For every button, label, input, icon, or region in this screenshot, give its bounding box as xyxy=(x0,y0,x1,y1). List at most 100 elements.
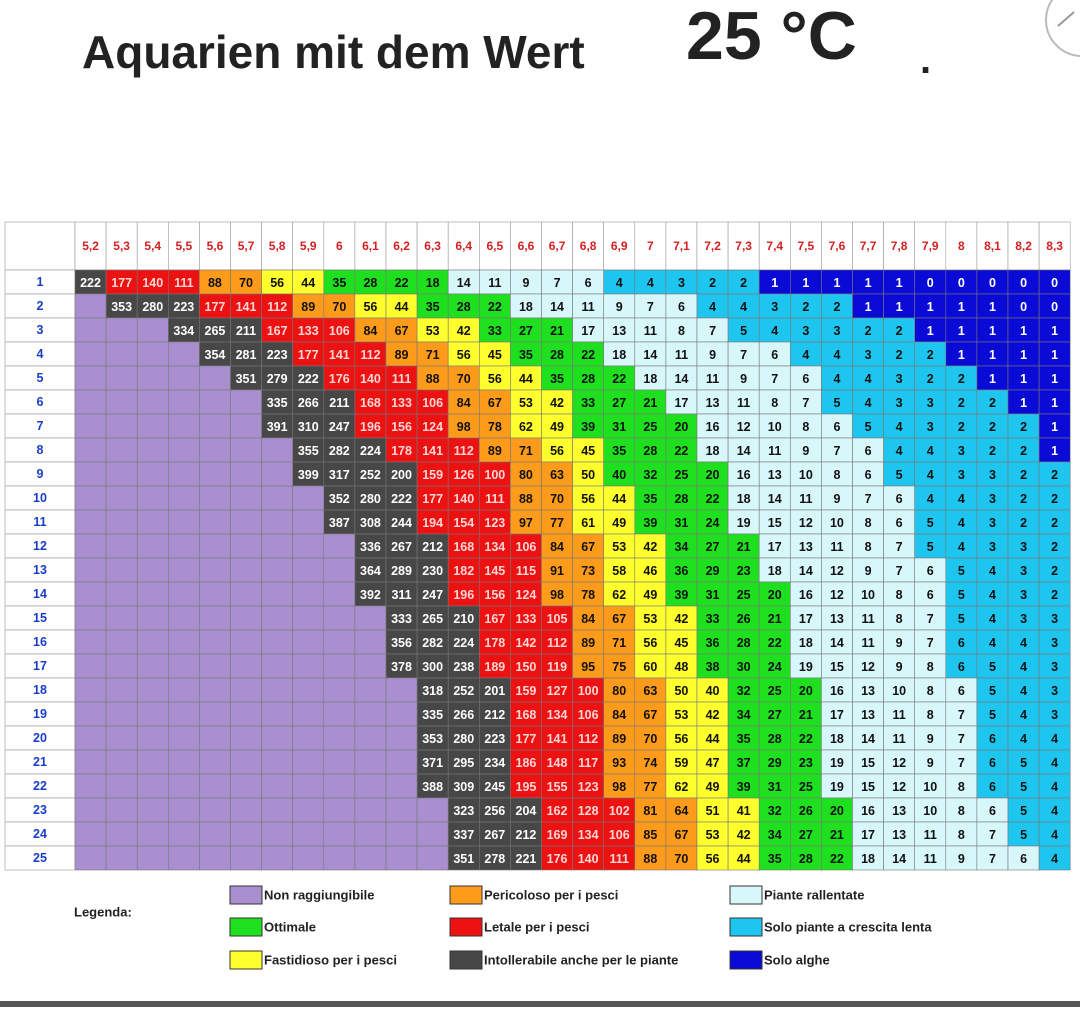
cell-value: 70 xyxy=(239,276,253,290)
cell xyxy=(976,317,1009,343)
kh-cell xyxy=(4,341,76,367)
cell-value: 9 xyxy=(896,660,903,674)
cell-value: 23 xyxy=(737,564,751,578)
cell xyxy=(634,341,667,367)
cell xyxy=(789,509,822,535)
cell-value: 7 xyxy=(865,492,872,506)
cell-value: 93 xyxy=(612,756,626,770)
cell-value: 105 xyxy=(547,612,568,626)
cell-value: 4 xyxy=(802,348,809,362)
cell xyxy=(199,725,231,751)
cell xyxy=(945,701,978,727)
cell xyxy=(852,341,884,367)
column-header-cell xyxy=(541,221,573,271)
cell xyxy=(292,509,325,535)
cell xyxy=(696,293,729,319)
cell xyxy=(323,485,356,511)
cell xyxy=(1007,629,1040,655)
cell-value: 7 xyxy=(958,756,965,770)
cell-value: 10 xyxy=(768,420,782,434)
cell-value: 141 xyxy=(547,732,568,746)
column-header-cell xyxy=(572,221,604,271)
cell-value: 25 xyxy=(643,420,657,434)
cell-value: 84 xyxy=(363,324,377,338)
cell-value: 18 xyxy=(426,276,440,290)
cell xyxy=(292,797,325,823)
cell-value: 5 xyxy=(1020,780,1027,794)
cell xyxy=(447,677,480,703)
cell xyxy=(416,581,449,607)
cell xyxy=(572,437,604,463)
cell-value: 71 xyxy=(612,636,626,650)
cell-value: 56 xyxy=(550,444,564,458)
cell-value: 106 xyxy=(516,540,537,554)
cell xyxy=(665,269,698,295)
cell-value: 222 xyxy=(298,372,319,386)
kh-value: 10 xyxy=(33,491,47,505)
legend-swatch xyxy=(729,950,763,970)
cell-value: 278 xyxy=(484,852,505,866)
cell-value: 9 xyxy=(740,372,747,386)
cell xyxy=(510,629,542,655)
cell xyxy=(323,581,356,607)
legend-title: Legenda: xyxy=(74,905,132,920)
cell-value: 22 xyxy=(799,732,813,746)
legend-label: Letale per i pesci xyxy=(484,920,590,935)
cell-value: 27 xyxy=(519,324,533,338)
cell-value: 323 xyxy=(453,804,474,818)
cell-value: 39 xyxy=(643,516,657,530)
cell xyxy=(354,557,387,583)
cell xyxy=(727,605,760,631)
cell xyxy=(541,797,573,823)
cell xyxy=(821,317,853,343)
column-header: 5,8 xyxy=(269,239,286,253)
cell-value: 49 xyxy=(550,420,564,434)
cell-value: 53 xyxy=(643,612,657,626)
cell xyxy=(1038,485,1071,511)
cell xyxy=(758,509,791,535)
cell xyxy=(945,437,978,463)
cell-value: 12 xyxy=(892,756,906,770)
cell xyxy=(883,845,915,871)
cell xyxy=(572,677,604,703)
cell xyxy=(230,557,262,583)
cell xyxy=(696,605,729,631)
cell xyxy=(105,461,138,487)
cell-value: 27 xyxy=(799,828,813,842)
cell xyxy=(665,797,698,823)
cell-value: 353 xyxy=(422,732,443,746)
cell xyxy=(1007,461,1040,487)
cell xyxy=(1038,317,1071,343)
cell-value: 6 xyxy=(958,684,965,698)
cell xyxy=(354,653,387,679)
cell-value: 126 xyxy=(453,468,474,482)
cell-value: 41 xyxy=(737,804,751,818)
cell-value: 13 xyxy=(892,804,906,818)
cell xyxy=(665,485,698,511)
cell-value: 44 xyxy=(301,276,315,290)
cell-value: 44 xyxy=(706,732,720,746)
cell-value: 6 xyxy=(802,372,809,386)
cell xyxy=(696,845,729,871)
cell xyxy=(74,653,107,679)
cell xyxy=(510,437,542,463)
cell-value: 3 xyxy=(1020,564,1027,578)
cell-value: 9 xyxy=(896,636,903,650)
cell xyxy=(168,509,200,535)
cell xyxy=(199,389,231,415)
cell xyxy=(74,485,107,511)
cell-value: 212 xyxy=(484,708,505,722)
cell xyxy=(1038,341,1071,367)
cell-value: 5 xyxy=(958,564,965,578)
cell xyxy=(199,365,231,391)
cell xyxy=(230,821,262,847)
cell xyxy=(74,749,107,775)
kh-cell xyxy=(4,629,76,655)
cell-value: 23 xyxy=(799,756,813,770)
cell xyxy=(510,677,542,703)
cell xyxy=(758,533,791,559)
cell xyxy=(230,293,262,319)
cell-value: 176 xyxy=(547,852,568,866)
edit-icon[interactable] xyxy=(1045,0,1080,57)
cell xyxy=(199,773,231,799)
